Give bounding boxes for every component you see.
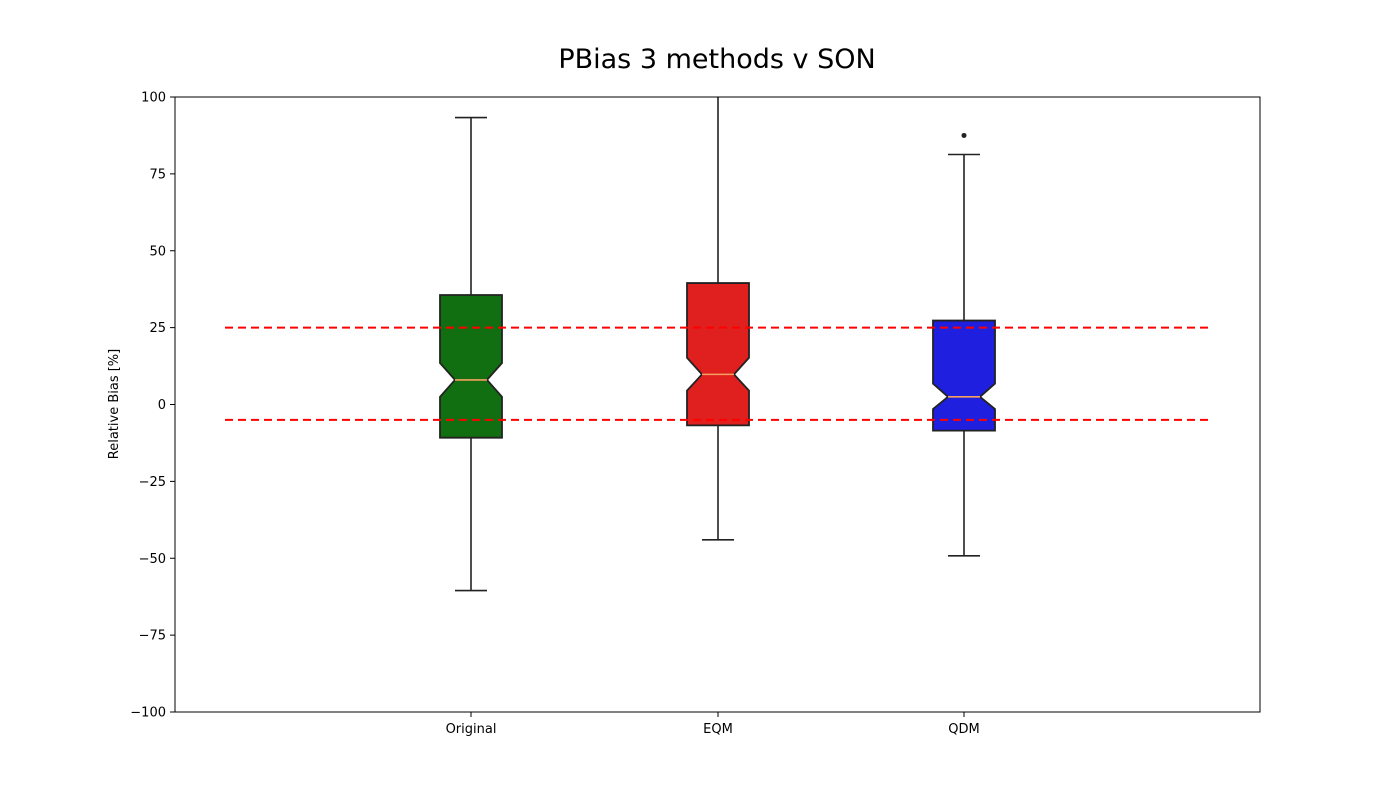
y-tick-label: −100 bbox=[130, 706, 166, 721]
y-axis-label: Relative Bias [%] bbox=[107, 349, 122, 459]
box-eqm bbox=[686, 97, 750, 541]
y-tick-label: 100 bbox=[141, 91, 166, 106]
box-body bbox=[686, 282, 750, 427]
box-original bbox=[439, 116, 503, 592]
outlier-point bbox=[961, 132, 967, 138]
box-qdm bbox=[932, 132, 996, 557]
box-body bbox=[932, 319, 996, 432]
y-tick-label: −75 bbox=[139, 629, 166, 644]
chart-title: PBias 3 methods v SON bbox=[558, 44, 875, 75]
y-tick-label: 0 bbox=[158, 398, 166, 413]
x-tick-label: Original bbox=[446, 722, 497, 737]
plot-area bbox=[225, 97, 1211, 592]
y-tick-label: −50 bbox=[139, 552, 166, 567]
y-tick-label: 50 bbox=[149, 244, 166, 259]
y-tick-label: 75 bbox=[149, 167, 166, 182]
x-tick-label: QDM bbox=[948, 722, 979, 737]
x-tick-label: EQM bbox=[703, 722, 733, 737]
box-body bbox=[439, 294, 503, 439]
y-tick-label: −25 bbox=[139, 475, 166, 490]
y-tick-label: 25 bbox=[149, 321, 166, 336]
